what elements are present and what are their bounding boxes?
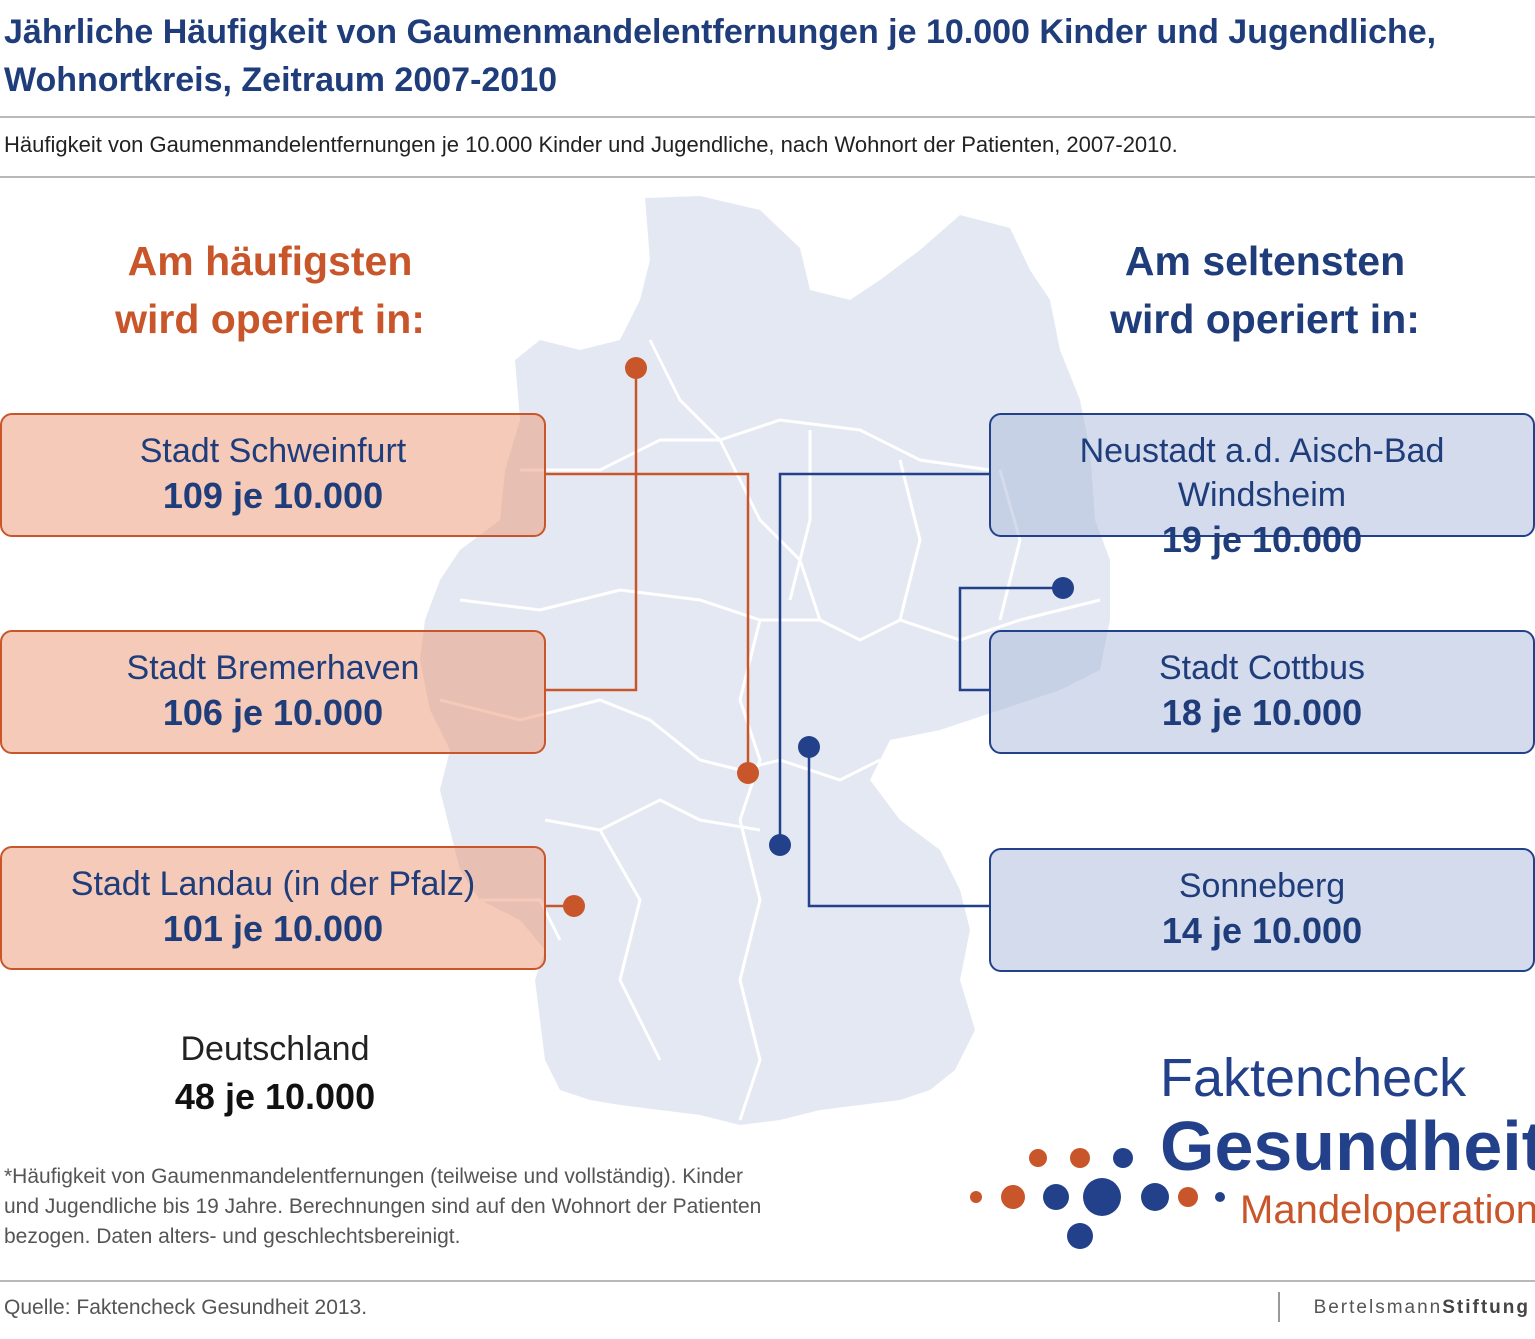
least-frequent-card: Sonneberg 14 je 10.000: [989, 848, 1535, 972]
dot-cottbus: [1052, 577, 1074, 599]
least-frequent-card: Neustadt a.d. Aisch-Bad Windsheim 19 je …: [989, 413, 1535, 560]
state-borders: [439, 339, 1101, 1121]
brand-part1: Bertelsmann: [1313, 1297, 1443, 1318]
dot-neustadt: [769, 834, 791, 856]
germany-value: 48 je 10.000: [174, 1076, 376, 1117]
connector-sonneberg: [807, 747, 990, 908]
card-location-name: Stadt Bremerhaven: [126, 649, 420, 687]
card-rate-value: 101 je 10.000: [162, 908, 384, 949]
germany-label: Deutschland: [180, 1030, 370, 1068]
most-frequent-card: Stadt Bremerhaven 106 je 10.000: [0, 630, 546, 754]
brand-logo: BertelsmannStiftung: [1278, 1294, 1530, 1322]
connector-bremerhaven: [545, 368, 638, 692]
card-location-name: Stadt Cottbus: [1158, 649, 1365, 687]
brand-separator: [1278, 1292, 1280, 1322]
logo-dots-icon: [970, 1148, 1225, 1249]
most-frequent-card: Stadt Schweinfurt 109 je 10.000: [0, 413, 546, 537]
germany-outline: [420, 196, 1110, 1125]
most-frequent-heading: Am häufigsten wird operiert in:: [90, 232, 450, 348]
logo-line2: Gesundheit: [1160, 1107, 1535, 1185]
least-frequent-card: Stadt Cottbus 18 je 10.000: [989, 630, 1535, 754]
logo-line3: Mandeloperation: [1240, 1188, 1535, 1232]
card-location-name: Stadt Schweinfurt: [139, 432, 407, 470]
page-subtitle: Häufigkeit von Gaumenmandelentfernungen …: [4, 132, 1178, 157]
dot-sonneberg: [798, 736, 820, 758]
most-frequent-heading-line2: wird operiert in:: [115, 296, 425, 342]
card-rate-value: 18 je 10.000: [1161, 692, 1363, 733]
most-frequent-heading-line1: Am häufigsten: [127, 238, 413, 284]
card-location-name: Stadt Landau (in der Pfalz): [70, 865, 476, 903]
card-location-name: Sonneberg: [1178, 867, 1346, 905]
footer-divider: [0, 1280, 1535, 1282]
subtitle-divider: [0, 176, 1535, 178]
connector-schweinfurt: [545, 472, 750, 773]
card-rate-value: 19 je 10.000: [1161, 519, 1363, 560]
least-frequent-heading-line2: wird operiert in:: [1110, 296, 1420, 342]
dot-bremerhaven: [625, 357, 647, 379]
dot-schweinfurt: [737, 762, 759, 784]
source-note: Quelle: Faktencheck Gesundheit 2013.: [4, 1296, 368, 1319]
connector-neustadt: [778, 472, 990, 845]
card-rate-value: 109 je 10.000: [162, 475, 384, 516]
card-location-name: Neustadt a.d. Aisch-Bad Windsheim: [1079, 432, 1445, 514]
footnote: *Häufigkeit von Gaumenmandelentfernungen…: [4, 1165, 762, 1248]
page-title: Jährliche Häufigkeit von Gaumenmandelent…: [4, 13, 1437, 99]
least-frequent-heading-line1: Am seltensten: [1124, 238, 1406, 284]
connector-cottbus: [958, 586, 1063, 692]
most-frequent-card: Stadt Landau (in der Pfalz) 101 je 10.00…: [0, 846, 546, 970]
dot-landau: [563, 895, 585, 917]
card-rate-value: 106 je 10.000: [162, 692, 384, 733]
least-frequent-heading: Am seltensten wird operiert in:: [1080, 232, 1450, 348]
logo-line1: Faktencheck: [1160, 1048, 1467, 1108]
title-divider: [0, 116, 1535, 118]
card-rate-value: 14 je 10.000: [1161, 910, 1363, 951]
brand-part2: Stiftung: [1442, 1297, 1530, 1318]
